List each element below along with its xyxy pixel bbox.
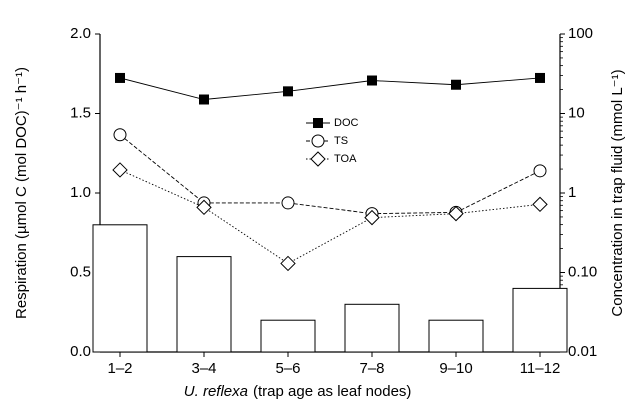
marker-diamond (280, 255, 296, 272)
y-tick-label: 1.0 (70, 184, 91, 201)
series-line (119, 134, 541, 215)
legend-label: TS (334, 135, 348, 147)
marker-circle (113, 128, 127, 142)
bar (428, 319, 484, 353)
series-line (119, 77, 541, 100)
y2-tick-label: 1 (568, 184, 576, 201)
x-tick-label: 9–10 (439, 360, 472, 377)
y2-tick-label: 10 (568, 104, 585, 121)
marker-diamond (112, 162, 128, 178)
bar (512, 287, 568, 353)
marker-square (367, 75, 377, 86)
y-axis-label: Respiration (µmol C (mol DOC)⁻¹ h⁻¹) (13, 67, 30, 319)
legend-label: TOA (334, 153, 357, 165)
x-tick-label: 11–12 (520, 360, 561, 377)
marker-square (115, 72, 125, 83)
legend-label: DOC (334, 117, 359, 129)
marker-circle (281, 196, 295, 210)
x-axis-label: (trap age as leaf nodes) (253, 383, 411, 400)
marker-diamond (196, 199, 212, 216)
marker-square (283, 86, 293, 97)
x-tick-label: 3–4 (191, 360, 216, 377)
y2-tick-label: 0.10 (568, 263, 597, 280)
y2-tick-label: 100 (568, 25, 593, 42)
y-tick-label: 0.0 (70, 343, 91, 360)
x-tick-label: 7–8 (359, 360, 384, 377)
y-tick-label: 0.5 (70, 263, 91, 280)
y-tick-label: 1.5 (70, 104, 91, 121)
x-tick-label: 1–2 (107, 360, 132, 377)
legend-marker (310, 151, 326, 167)
y2-axis-label: Concentration in trap fluid (mmol L⁻¹) (609, 69, 626, 316)
x-tick-label: 5–6 (275, 360, 300, 377)
marker-circle (533, 164, 547, 178)
bar (260, 319, 316, 353)
marker-square (199, 94, 209, 105)
bar (344, 303, 400, 353)
marker-diamond (364, 209, 380, 226)
legend-marker (311, 134, 325, 148)
x-axis-label-italic: U. reflexa (184, 383, 248, 400)
marker-square (535, 72, 545, 83)
y2-tick-label: 0.01 (568, 343, 597, 360)
marker-square (451, 79, 461, 90)
marker-diamond (448, 205, 464, 222)
bar (176, 256, 232, 353)
series-line (119, 169, 541, 264)
legend-marker (313, 118, 323, 128)
bar (92, 224, 148, 353)
marker-diamond (532, 196, 548, 213)
y-tick-label: 2.0 (70, 25, 91, 42)
